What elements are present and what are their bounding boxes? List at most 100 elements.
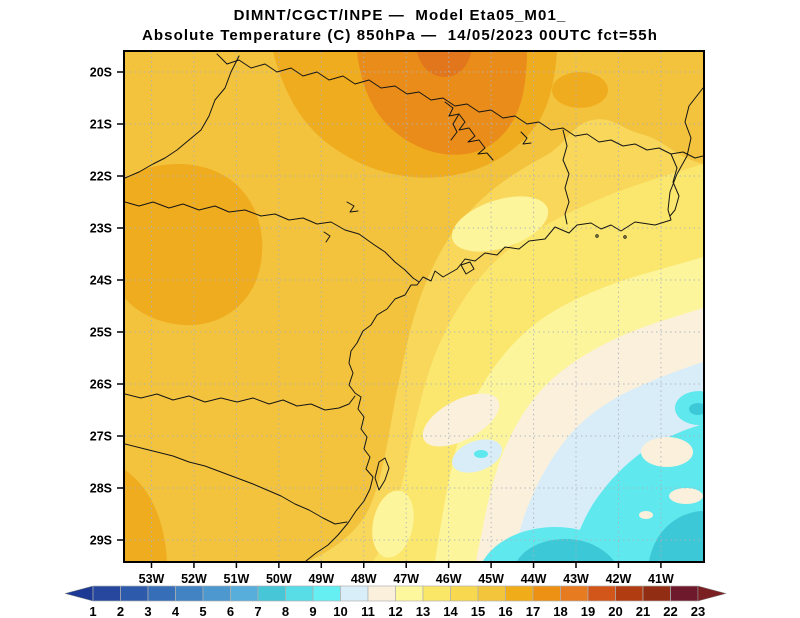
border-sp-pr bbox=[124, 201, 420, 283]
region-8-9c-speck bbox=[689, 403, 703, 415]
region-12-13c-coastal-patch bbox=[372, 490, 414, 558]
map-frame bbox=[123, 50, 705, 563]
colorbar-tick-label: 17 bbox=[526, 604, 540, 618]
lat-tick-label: 23S bbox=[90, 222, 112, 236]
colorbar-segment bbox=[532, 585, 561, 602]
lon-tick-label: 44W bbox=[521, 572, 547, 586]
colorbar-tick-label: 2 bbox=[117, 604, 124, 618]
colorbar-tick-label: 21 bbox=[636, 604, 650, 618]
lat-tick-label: 26S bbox=[90, 378, 112, 392]
colorbar-segment bbox=[312, 585, 341, 602]
lat-tick-label: 20S bbox=[90, 66, 112, 80]
colorbar-segment bbox=[147, 585, 176, 602]
temperature-field bbox=[125, 52, 703, 561]
reservoir-furnas bbox=[444, 101, 494, 161]
colorbar-tick-label: 5 bbox=[199, 604, 206, 618]
reservoir-small-3 bbox=[323, 231, 331, 243]
border-sp-rj bbox=[562, 129, 570, 225]
region-9-10c-speck bbox=[474, 450, 488, 458]
lon-tick-label: 42W bbox=[606, 572, 632, 586]
region-8-9c-bottom-right bbox=[649, 511, 703, 561]
region-9-10c-tongue bbox=[675, 391, 703, 425]
region-11-12c-lobe bbox=[422, 393, 500, 447]
region-16-17c-southwest bbox=[125, 470, 167, 561]
colorbar-segment bbox=[340, 585, 369, 602]
colorbar-tick-label: 3 bbox=[144, 604, 151, 618]
degree-grid bbox=[125, 52, 703, 561]
region-11-12c-ocean-island1 bbox=[641, 437, 693, 467]
temperature-colorbar: 1 2 3 4 5 6 7 8 9 10 11 12 13 14 15 16 17 18 19 20 21 22 23 bbox=[64, 585, 727, 618]
map-plot: 53W 52W 51W 50W 49W 48W 47W 46W 45W 44W 43W 42W 41W 2… bbox=[90, 50, 705, 587]
lat-tick-label: 29S bbox=[90, 534, 112, 548]
island-florianopolis bbox=[374, 457, 390, 491]
region-17-18c bbox=[357, 52, 527, 155]
axis-labels: 53W 52W 51W 50W 49W 48W 47W 46W 45W 44W 43W 42W 41W 2… bbox=[90, 66, 674, 587]
lat-tick-label: 25S bbox=[90, 326, 112, 340]
lon-tick-label: 52W bbox=[181, 572, 207, 586]
colorbar-tick-label: 13 bbox=[416, 604, 430, 618]
colorbar-segment bbox=[642, 585, 671, 602]
colorbar-segment bbox=[175, 585, 204, 602]
border-pr-sc bbox=[124, 393, 356, 411]
island-dot-1 bbox=[623, 235, 627, 239]
colorbar-tick-label: 12 bbox=[388, 604, 402, 618]
lon-tick-label: 41W bbox=[648, 572, 674, 586]
region-16-17c-blob bbox=[552, 72, 608, 108]
lon-tick-label: 53W bbox=[139, 572, 165, 586]
colorbar-segment bbox=[505, 585, 534, 602]
colorbar-segment bbox=[120, 585, 149, 602]
colorbar-right-arrow bbox=[697, 585, 727, 602]
colorbar-tick-label: 23 bbox=[691, 604, 705, 618]
colorbar-tick-label: 19 bbox=[581, 604, 595, 618]
colorbar-tick-label: 14 bbox=[443, 604, 458, 618]
colorbar-segment bbox=[670, 585, 699, 602]
colorbar-tick-label: 11 bbox=[361, 604, 375, 618]
colorbar-segment bbox=[477, 585, 506, 602]
border-sc-rs bbox=[124, 443, 348, 525]
colorbar-tick-label: 15 bbox=[471, 604, 485, 618]
colorbar-tick-label: 6 bbox=[227, 604, 234, 618]
lon-tick-label: 47W bbox=[393, 572, 419, 586]
colorbar-segment bbox=[560, 585, 589, 602]
colorbar-segment bbox=[92, 585, 121, 602]
lat-tick-label: 27S bbox=[90, 430, 112, 444]
lon-tick-label: 43W bbox=[563, 572, 589, 586]
colorbar-tick-label: 20 bbox=[608, 604, 622, 618]
lat-tick-label: 21S bbox=[90, 118, 112, 132]
figure-title-line1: DIMNT/CGCT/INPE — Model Eta05_M01_ bbox=[233, 7, 567, 24]
region-11-12c-ocean-island2 bbox=[669, 488, 703, 504]
lon-tick-label: 48W bbox=[351, 572, 377, 586]
colorbar-segment bbox=[450, 585, 479, 602]
colorbar-segment bbox=[422, 585, 451, 602]
coastline bbox=[305, 87, 704, 562]
colorbar-segment bbox=[230, 585, 259, 602]
colorbar-tick-label: 9 bbox=[309, 604, 316, 618]
geo-borders bbox=[124, 53, 704, 562]
colorbar-tick-label: 7 bbox=[254, 604, 261, 618]
border-mg-es bbox=[669, 153, 680, 217]
region-15-16c bbox=[125, 52, 703, 561]
lon-tick-label: 45W bbox=[478, 572, 504, 586]
reservoir-small-2 bbox=[346, 201, 359, 213]
colorbar-tick-label: 10 bbox=[333, 604, 347, 618]
colorbar-segment bbox=[367, 585, 396, 602]
border-mg-north bbox=[216, 53, 704, 159]
lon-tick-label: 46W bbox=[436, 572, 462, 586]
colorbar-left-arrow bbox=[64, 585, 94, 602]
region-18-19c-core bbox=[417, 52, 471, 77]
reservoir-furnas-branch bbox=[450, 113, 460, 141]
colorbar-segment bbox=[257, 585, 286, 602]
axis-ticks bbox=[117, 71, 662, 568]
reservoir-small-1 bbox=[520, 131, 532, 145]
border-parana-river bbox=[124, 55, 240, 179]
island-dot-2 bbox=[595, 234, 599, 238]
colorbar-tick-label: 18 bbox=[553, 604, 567, 618]
lon-tick-label: 50W bbox=[266, 572, 292, 586]
colorbar-segment bbox=[395, 585, 424, 602]
colorbar-tick-label: 8 bbox=[282, 604, 289, 618]
colorbar-tick-label: 1 bbox=[89, 604, 96, 618]
lat-tick-label: 24S bbox=[90, 274, 112, 288]
colorbar-tick-label: 22 bbox=[663, 604, 677, 618]
colorbar-segment bbox=[587, 585, 616, 602]
